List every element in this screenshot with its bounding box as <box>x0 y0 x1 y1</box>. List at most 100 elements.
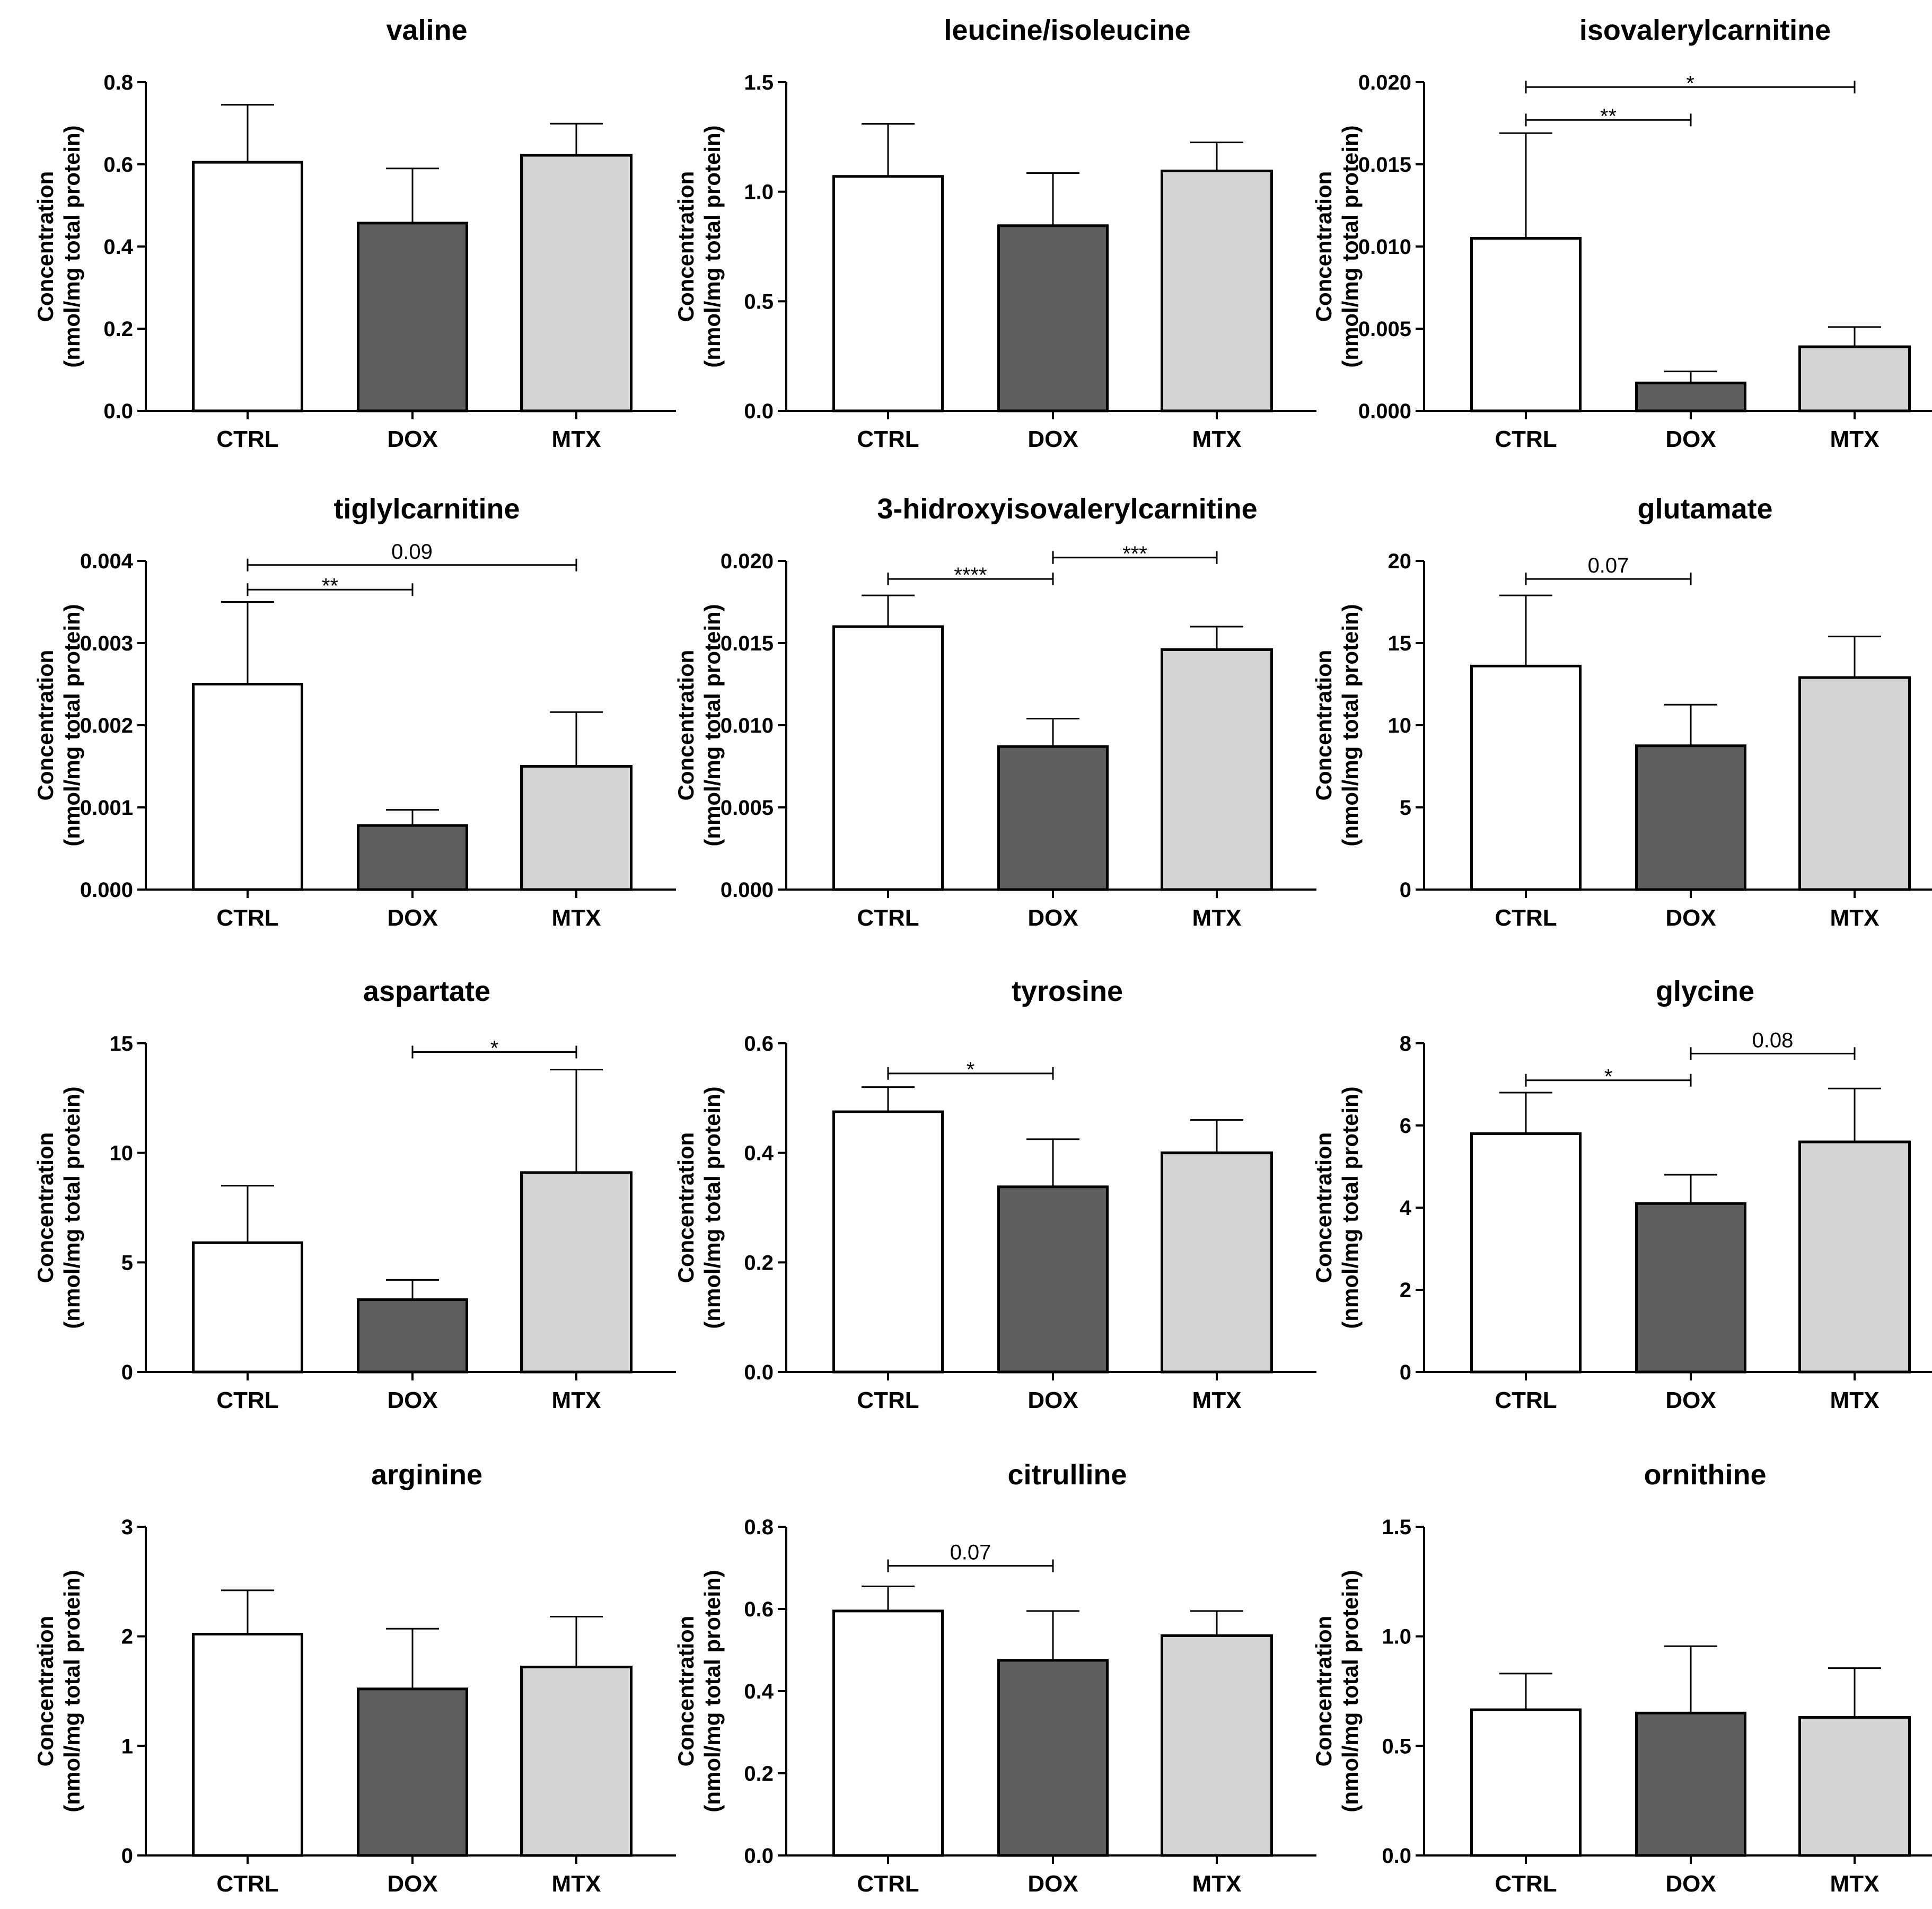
y-tick-label: 5 <box>121 1251 133 1274</box>
chart-panel-aspartate: aspartate Concentration(nmol/mg total pro… <box>33 975 676 1413</box>
bar-ctrl <box>1470 1132 1582 1374</box>
y-axis-label-line: Concentration <box>1311 171 1336 322</box>
y-axis-label-line: Concentration <box>673 1616 698 1767</box>
x-category-label-ctrl: CTRL <box>857 426 919 452</box>
y-tick-label: 10 <box>110 1142 134 1165</box>
y-tick-label: 0.020 <box>721 550 774 573</box>
y-tick-label: 0.001 <box>80 796 133 820</box>
y-tick-label: 0.5 <box>1382 1735 1411 1758</box>
y-tick-label: 0 <box>121 1361 133 1384</box>
y-axis-label-line: Concentration <box>1311 1132 1336 1283</box>
y-axis-label-line: Concentration <box>1311 650 1336 801</box>
y-tick-label: 0.002 <box>80 714 133 737</box>
significance-label: **** <box>954 564 987 587</box>
chart-panel-tyrosine: tyrosine Concentration(nmol/mg total prot… <box>673 975 1316 1413</box>
y-axis-label: Concentration(nmol/mg total protein) <box>33 1086 84 1329</box>
y-axis-label-line: (nmol/mg total protein) <box>59 1086 84 1329</box>
bar-ctrl <box>832 175 944 412</box>
x-category-label-mtx: MTX <box>1192 426 1242 452</box>
y-axis-label: Concentration(nmol/mg total protein) <box>673 1086 725 1329</box>
x-category-label-ctrl: CTRL <box>216 1871 278 1897</box>
y-tick-label: 0.004 <box>80 550 134 573</box>
y-tick-label: 0.6 <box>103 153 133 177</box>
y-tick-label: 1.0 <box>744 181 774 204</box>
y-axis-label: Concentration(nmol/mg total protein) <box>33 1570 84 1812</box>
chart-panel-citrulline: citrulline Concentration(nmol/mg total pr… <box>673 1459 1316 1897</box>
y-tick-label: 1.5 <box>744 71 774 94</box>
chart-title: glutamate <box>1637 493 1772 525</box>
x-category-label-mtx: MTX <box>552 905 601 931</box>
chart-panel-3-hidroxyisovalerylcarnitine: 3-hidroxyisovalerylcarnitine Concentratio… <box>673 493 1316 931</box>
chart-title: ornithine <box>1644 1459 1767 1491</box>
y-tick-label: 0.015 <box>1358 153 1411 177</box>
significance-label: * <box>1604 1065 1613 1088</box>
bar-ctrl <box>832 625 944 891</box>
bar-mtx <box>520 1171 633 1374</box>
y-tick-label: 2 <box>1400 1279 1411 1302</box>
x-category-label-ctrl: CTRL <box>1495 1871 1557 1897</box>
chart-panel-valine: valine Concentration(nmol/mg total protei… <box>33 14 676 452</box>
y-axis-label: Concentration(nmol/mg total protein) <box>1311 125 1363 367</box>
y-tick-label: 0.015 <box>721 632 774 655</box>
bar-ctrl <box>192 161 303 412</box>
y-axis-label-line: (nmol/mg total protein) <box>59 1570 84 1812</box>
y-tick-label: 0.000 <box>721 878 774 902</box>
bar-dox <box>1635 1711 1746 1857</box>
y-axis-label: Concentration(nmol/mg total protein) <box>673 1570 725 1812</box>
x-category-label-dox: DOX <box>1028 426 1078 452</box>
y-tick-label: 4 <box>1400 1197 1412 1220</box>
bar-dox <box>997 224 1109 412</box>
bar-ctrl <box>192 1241 303 1374</box>
y-tick-label: 0.010 <box>721 714 774 737</box>
x-category-label-dox: DOX <box>1028 1871 1078 1897</box>
y-tick-label: 0.6 <box>744 1032 774 1055</box>
y-tick-label: 0.5 <box>744 290 774 313</box>
chart-title: arginine <box>371 1459 482 1491</box>
bar-mtx <box>520 765 633 891</box>
y-tick-label: 1 <box>121 1735 133 1758</box>
y-axis-label-line: (nmol/mg total protein) <box>700 1570 725 1812</box>
y-tick-label: 2 <box>121 1625 133 1649</box>
x-category-label-ctrl: CTRL <box>216 426 278 452</box>
y-axis-label-line: Concentration <box>673 171 698 322</box>
y-axis-label-line: Concentration <box>1311 1616 1336 1767</box>
chart-title: tyrosine <box>1012 975 1123 1007</box>
y-tick-label: 0.020 <box>1358 71 1411 94</box>
y-axis-label-line: Concentration <box>673 650 698 801</box>
x-category-label-mtx: MTX <box>1830 905 1880 931</box>
y-tick-label: 0.0 <box>103 400 133 423</box>
y-axis-label-line: Concentration <box>33 1132 58 1283</box>
y-tick-label: 0.000 <box>1358 400 1411 423</box>
chart-title: leucine/isoleucine <box>944 14 1190 46</box>
x-category-label-mtx: MTX <box>552 426 601 452</box>
significance-label: 0.07 <box>1588 554 1629 577</box>
y-tick-label: 0.0 <box>744 1361 774 1384</box>
y-axis-label: Concentration(nmol/mg total protein) <box>1311 1570 1363 1812</box>
y-tick-label: 0.0 <box>1382 1844 1411 1868</box>
x-category-label-dox: DOX <box>1665 1387 1716 1413</box>
chart-panel-tiglylcarnitine: tiglylcarnitine Concentration(nmol/mg tot… <box>33 493 676 931</box>
x-category-label-mtx: MTX <box>552 1387 601 1413</box>
y-axis-label-line: (nmol/mg total protein) <box>59 125 84 367</box>
y-tick-label: 0.003 <box>80 632 133 655</box>
y-axis-label: Concentration(nmol/mg total protein) <box>673 125 725 367</box>
y-axis-label-line: Concentration <box>33 1616 58 1767</box>
bar-mtx <box>1161 648 1273 891</box>
y-tick-label: 0.005 <box>1358 318 1411 341</box>
x-category-label-ctrl: CTRL <box>857 905 919 931</box>
y-tick-label: 0.6 <box>744 1598 774 1621</box>
chart-panel-arginine: arginine Concentration(nmol/mg total prot… <box>33 1459 676 1897</box>
bar-dox <box>1635 744 1746 891</box>
x-category-label-dox: DOX <box>1028 1387 1078 1413</box>
bar-mtx <box>1798 1140 1911 1374</box>
y-tick-label: 10 <box>1388 714 1412 737</box>
y-tick-label: 15 <box>1388 632 1412 655</box>
x-category-label-mtx: MTX <box>1830 1387 1880 1413</box>
x-category-label-ctrl: CTRL <box>857 1387 919 1413</box>
bar-mtx <box>1161 1151 1273 1374</box>
x-category-label-dox: DOX <box>387 905 437 931</box>
chart-panel-glycine: glycine Concentration(nmol/mg total prote… <box>1311 975 1932 1413</box>
x-category-label-ctrl: CTRL <box>216 905 278 931</box>
bar-mtx <box>1798 345 1911 412</box>
